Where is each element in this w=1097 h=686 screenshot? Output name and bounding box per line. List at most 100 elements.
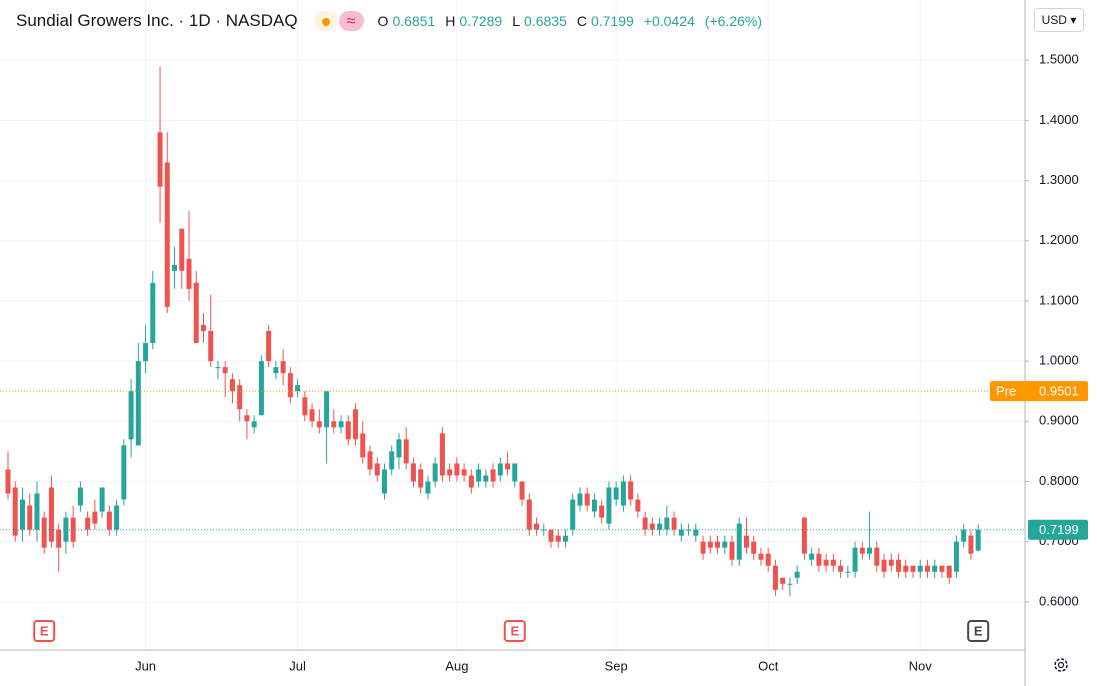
candle-body bbox=[135, 361, 141, 446]
interval[interactable]: 1D bbox=[188, 11, 211, 30]
y-tick-label: 1.3000 bbox=[1039, 172, 1079, 187]
y-tick-label: 1.5000 bbox=[1039, 52, 1079, 67]
candle-body bbox=[164, 162, 170, 307]
candle-body bbox=[512, 463, 518, 482]
candle-body bbox=[657, 523, 663, 530]
candle-body bbox=[642, 517, 648, 530]
candle-body bbox=[295, 385, 301, 392]
close-label: C bbox=[576, 13, 587, 29]
candle-body bbox=[222, 367, 228, 374]
candle-body bbox=[671, 517, 677, 530]
candle-body bbox=[599, 505, 605, 518]
candle-body bbox=[208, 331, 214, 362]
symbol-title[interactable]: Sundial Growers Inc. bbox=[16, 11, 174, 30]
candle-body bbox=[555, 535, 561, 542]
open-value: 0.6851 bbox=[392, 13, 436, 29]
y-tick-label: 1.4000 bbox=[1039, 112, 1079, 127]
candle-body bbox=[736, 523, 742, 560]
candle-body bbox=[41, 517, 47, 548]
separator: · bbox=[173, 11, 189, 30]
currency-dropdown[interactable]: USD ▾ bbox=[1034, 8, 1084, 32]
candle-body bbox=[418, 469, 424, 488]
y-tick-label: 0.9000 bbox=[1039, 413, 1079, 428]
candle-body bbox=[968, 535, 974, 554]
earnings-marker bbox=[503, 620, 526, 642]
x-tick-label: Jul bbox=[289, 658, 306, 673]
candle-body bbox=[751, 541, 757, 554]
candle-body bbox=[519, 481, 525, 500]
gear-icon bbox=[1054, 658, 1068, 672]
candle-body bbox=[961, 529, 967, 542]
candle-body bbox=[526, 499, 532, 530]
candle-body bbox=[772, 565, 778, 590]
candle-body bbox=[324, 391, 330, 428]
candle-body bbox=[628, 481, 634, 500]
candle-body bbox=[707, 541, 713, 548]
high-value: 0.7289 bbox=[459, 13, 503, 29]
candle-body bbox=[85, 517, 91, 530]
candle-body bbox=[425, 481, 431, 494]
candle-body bbox=[606, 487, 612, 524]
candle-body bbox=[823, 559, 829, 566]
candle-body bbox=[345, 421, 351, 440]
earnings-label: E bbox=[40, 623, 49, 638]
x-tick-label: Jun bbox=[135, 658, 156, 673]
x-tick-label: Oct bbox=[758, 658, 779, 673]
candle-body bbox=[939, 565, 945, 572]
candle-body bbox=[48, 487, 54, 542]
candle-body bbox=[794, 571, 800, 578]
candle-body bbox=[12, 487, 18, 536]
candle-body bbox=[548, 529, 554, 542]
candle-body bbox=[302, 397, 308, 416]
candle-body bbox=[534, 523, 540, 530]
candle-body bbox=[476, 469, 482, 482]
candle-body bbox=[200, 325, 206, 332]
candle-body bbox=[678, 529, 684, 536]
candle-body bbox=[468, 475, 474, 488]
candle-body bbox=[353, 409, 359, 440]
candle-body bbox=[215, 367, 221, 369]
pre-market-tag bbox=[990, 381, 1088, 402]
settings-button[interactable] bbox=[1054, 658, 1068, 672]
candle-body bbox=[410, 463, 416, 482]
high-label: H bbox=[445, 13, 456, 29]
candle-body bbox=[881, 559, 887, 572]
candle-body bbox=[106, 511, 112, 530]
candle-body bbox=[787, 583, 793, 585]
candle-body bbox=[403, 439, 409, 464]
last-price-tag bbox=[1028, 519, 1088, 540]
y-tick-label: 1.2000 bbox=[1039, 232, 1079, 247]
candle-body bbox=[19, 499, 25, 530]
candle-body bbox=[179, 228, 185, 271]
candle-body bbox=[193, 282, 199, 344]
candle-body bbox=[439, 433, 445, 476]
currency: USD bbox=[1041, 13, 1067, 27]
candle-body bbox=[483, 475, 489, 482]
candle-body bbox=[309, 409, 315, 422]
candle-body bbox=[121, 445, 127, 500]
candle-body bbox=[859, 547, 865, 554]
candle-body bbox=[266, 331, 272, 362]
candle-body bbox=[613, 487, 619, 500]
separator: · bbox=[210, 11, 226, 30]
candle-body bbox=[287, 373, 293, 398]
gear-hub bbox=[1057, 661, 1065, 669]
candle-body bbox=[686, 529, 692, 531]
change: +0.0424 bbox=[643, 13, 695, 29]
candle-body bbox=[505, 463, 511, 470]
x-tick-label: Aug bbox=[445, 658, 468, 673]
candle-body bbox=[454, 463, 460, 476]
session-icons[interactable]: ≈ bbox=[313, 10, 366, 32]
low-label: L bbox=[512, 13, 521, 29]
candle-body bbox=[27, 505, 33, 530]
candle-body bbox=[258, 361, 264, 416]
candle-body bbox=[620, 481, 626, 506]
candle-body bbox=[5, 469, 11, 494]
candle-body bbox=[70, 517, 76, 542]
legend-header: Sundial Growers Inc. · 1D · NASDAQ ≈ O 0.… bbox=[16, 10, 768, 32]
candle-body bbox=[867, 547, 873, 554]
pre-market-label: Pre bbox=[996, 384, 1016, 399]
y-tick-label: 0.8000 bbox=[1039, 473, 1079, 488]
candle-body bbox=[664, 517, 670, 530]
